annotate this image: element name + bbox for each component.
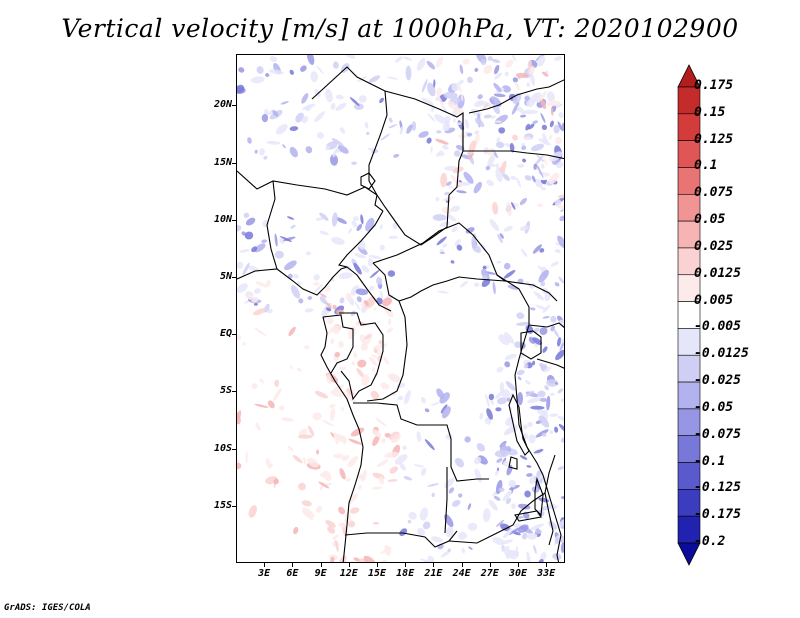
lat-tick-label: 10S [213, 442, 232, 454]
lake-kariba [514, 510, 542, 522]
colorbar-tick-label: -0.0125 [694, 346, 749, 362]
colorbar-tick-label: 0.05 [694, 212, 726, 228]
lat-tick [232, 391, 236, 393]
border-sudan [462, 113, 564, 160]
colorbar-tick-label: 0.005 [694, 292, 734, 308]
border-congo [339, 312, 384, 401]
lon-tick-label: 33E [537, 568, 556, 579]
colorbar-tick-label: -0.2 [694, 534, 726, 549]
border-drc-west [366, 300, 408, 402]
lat-tick-label: 10N [213, 213, 232, 225]
lon-tick [489, 563, 491, 567]
lon-tick-label: 6E [286, 568, 299, 579]
lat-tick [232, 105, 236, 107]
lon-tick [518, 563, 519, 567]
colorbar-tick-label: -0.1 [694, 453, 726, 469]
lat-tick-label: 5N [219, 271, 232, 283]
lon-tick-label: 15E [367, 568, 387, 579]
lon-tick [320, 563, 322, 567]
border-nigeria-cameroon [338, 210, 392, 312]
velocity-shading [237, 55, 564, 562]
lat-tick [232, 162, 236, 164]
lat-tick [232, 505, 236, 507]
lon-tick [292, 563, 294, 567]
lon-tick-label: 9E [314, 568, 327, 579]
border-malawi [544, 492, 554, 546]
lon-tick [377, 563, 378, 567]
colorbar-min-triangle [677, 542, 701, 566]
colorbar-tick-label: 0.175 [694, 78, 734, 93]
lat-tick-label: EQ [219, 328, 232, 340]
lat-tick-label: 5S [219, 385, 232, 397]
colorbar-tick-label: -0.175 [694, 507, 741, 523]
border-kenya-tanzania [536, 358, 564, 369]
border-niger-north [311, 66, 464, 196]
lake-victoria [520, 330, 542, 360]
lat-tick [232, 334, 236, 336]
colorbar-tick-label: -0.005 [694, 319, 741, 335]
map-canvas [237, 55, 564, 562]
lake-chad [360, 172, 376, 190]
colorbar-tick-label: -0.075 [694, 426, 741, 442]
lat-tick-label: 15S [213, 499, 232, 511]
colorbar-tick-label: 0.075 [694, 185, 734, 201]
colorbar-tick-label: -0.125 [694, 480, 741, 496]
lon-tick-label: 30E [508, 568, 528, 579]
colorbar [677, 64, 701, 566]
border-nigeria [266, 180, 278, 270]
plot-title: Vertical velocity [m/s] at 1000hPa, VT: … [61, 14, 739, 43]
software-credit: GrADS: IGES/COLA [4, 603, 91, 613]
colorbar-tick-label: -0.05 [694, 399, 734, 415]
lat-tick [232, 277, 236, 279]
lon-tick [405, 563, 407, 567]
border-drc-angola [353, 402, 489, 482]
border-angola-zambia [444, 467, 448, 534]
border-car-south [372, 262, 506, 302]
lon-tick [461, 563, 463, 567]
lon-tick-label: 24E [452, 568, 471, 579]
border-ethiopia [468, 79, 564, 114]
colorbar-tick-label: 0.1 [694, 158, 718, 174]
colorbar-tick-label: -0.025 [694, 373, 741, 389]
colorbar-tick-label: 0.0125 [694, 265, 741, 281]
lat-tick [232, 448, 236, 450]
lon-tick-label: 18E [396, 568, 415, 579]
lon-tick [348, 563, 350, 567]
lat-tick [232, 219, 236, 221]
lat-tick-label: 15N [213, 156, 232, 168]
lon-tick-label: 3E [258, 568, 271, 579]
lon-tick-label: 21E [424, 568, 443, 579]
border-uganda [528, 322, 564, 329]
border-niger-south [237, 170, 384, 212]
lake-mweru [508, 456, 518, 470]
colorbar-tick-label: 0.025 [694, 238, 734, 254]
border-mozambique [542, 474, 562, 562]
country-borders [237, 66, 564, 562]
lon-tick-label: 27E [480, 568, 499, 579]
colorbar-tick-label: 0.15 [694, 104, 726, 120]
coastline-gabon [320, 316, 364, 562]
coastline-west [237, 266, 348, 296]
border-gabon [322, 314, 354, 374]
lat-tick-label: 20N [213, 99, 232, 111]
lon-tick [433, 563, 435, 567]
border-chad [368, 90, 450, 246]
colorbar-tick-label: 0.125 [694, 131, 734, 147]
lon-tick-label: 12E [339, 568, 358, 579]
lon-tick [546, 563, 548, 567]
map-panel [236, 54, 565, 563]
lon-tick [264, 563, 266, 567]
lake-tanganyika [508, 393, 530, 456]
border-zambia [448, 454, 556, 544]
border-car [372, 222, 558, 302]
